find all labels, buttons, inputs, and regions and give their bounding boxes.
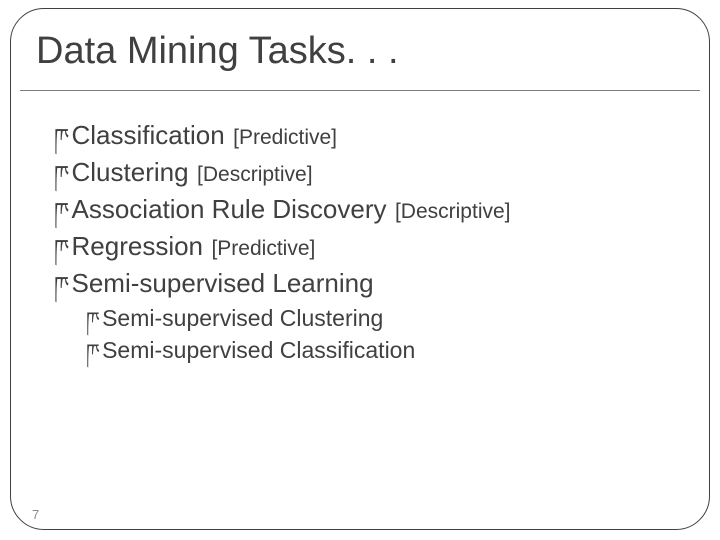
item-label: Clustering <box>72 157 189 187</box>
sub-list: ཫ Semi-supervised Clustering ཫ Semi-supe… <box>86 303 680 365</box>
slide-title: Data Mining Tasks. . . <box>36 30 399 73</box>
sub-item-label: Semi-supervised Clustering <box>102 303 383 334</box>
slide: Data Mining Tasks. . . ཫ Classification … <box>0 0 720 540</box>
list-item: ཫ Association Rule Discovery [Descriptiv… <box>54 192 680 227</box>
bullet-icon: ཫ <box>54 159 70 189</box>
content-area: ཫ Classification [Predictive] ཫ Clusteri… <box>54 118 680 366</box>
item-tag: [Descriptive] <box>395 200 511 223</box>
list-item: ཫ Classification [Predictive] <box>54 118 680 153</box>
sub-list-item: ཫ Semi-supervised Classification <box>86 335 680 366</box>
bullet-icon: ཫ <box>54 233 70 263</box>
item-tag: [Predictive] <box>211 237 315 260</box>
list-item: ཫ Regression [Predictive] <box>54 229 680 264</box>
title-divider <box>20 90 700 91</box>
item-label: Classification <box>72 120 225 150</box>
list-item: ཫ Clustering [Descriptive] <box>54 155 680 190</box>
item-label: Association Rule Discovery <box>72 194 387 224</box>
sub-item-label: Semi-supervised Classification <box>102 335 415 366</box>
item-tag: [Descriptive] <box>197 163 313 186</box>
list-item: ཫ Semi-supervised Learning <box>54 266 680 301</box>
item-label: Regression <box>72 231 204 261</box>
bullet-icon: ཫ <box>54 122 70 152</box>
bullet-icon: ཫ <box>86 307 100 334</box>
item-tag: [Predictive] <box>233 126 337 149</box>
bullet-icon: ཫ <box>86 339 100 366</box>
bullet-icon: ཫ <box>54 270 70 300</box>
page-number: 7 <box>32 507 39 522</box>
item-label: Semi-supervised Learning <box>72 268 374 298</box>
sub-list-item: ཫ Semi-supervised Clustering <box>86 303 680 334</box>
bullet-icon: ཫ <box>54 196 70 226</box>
